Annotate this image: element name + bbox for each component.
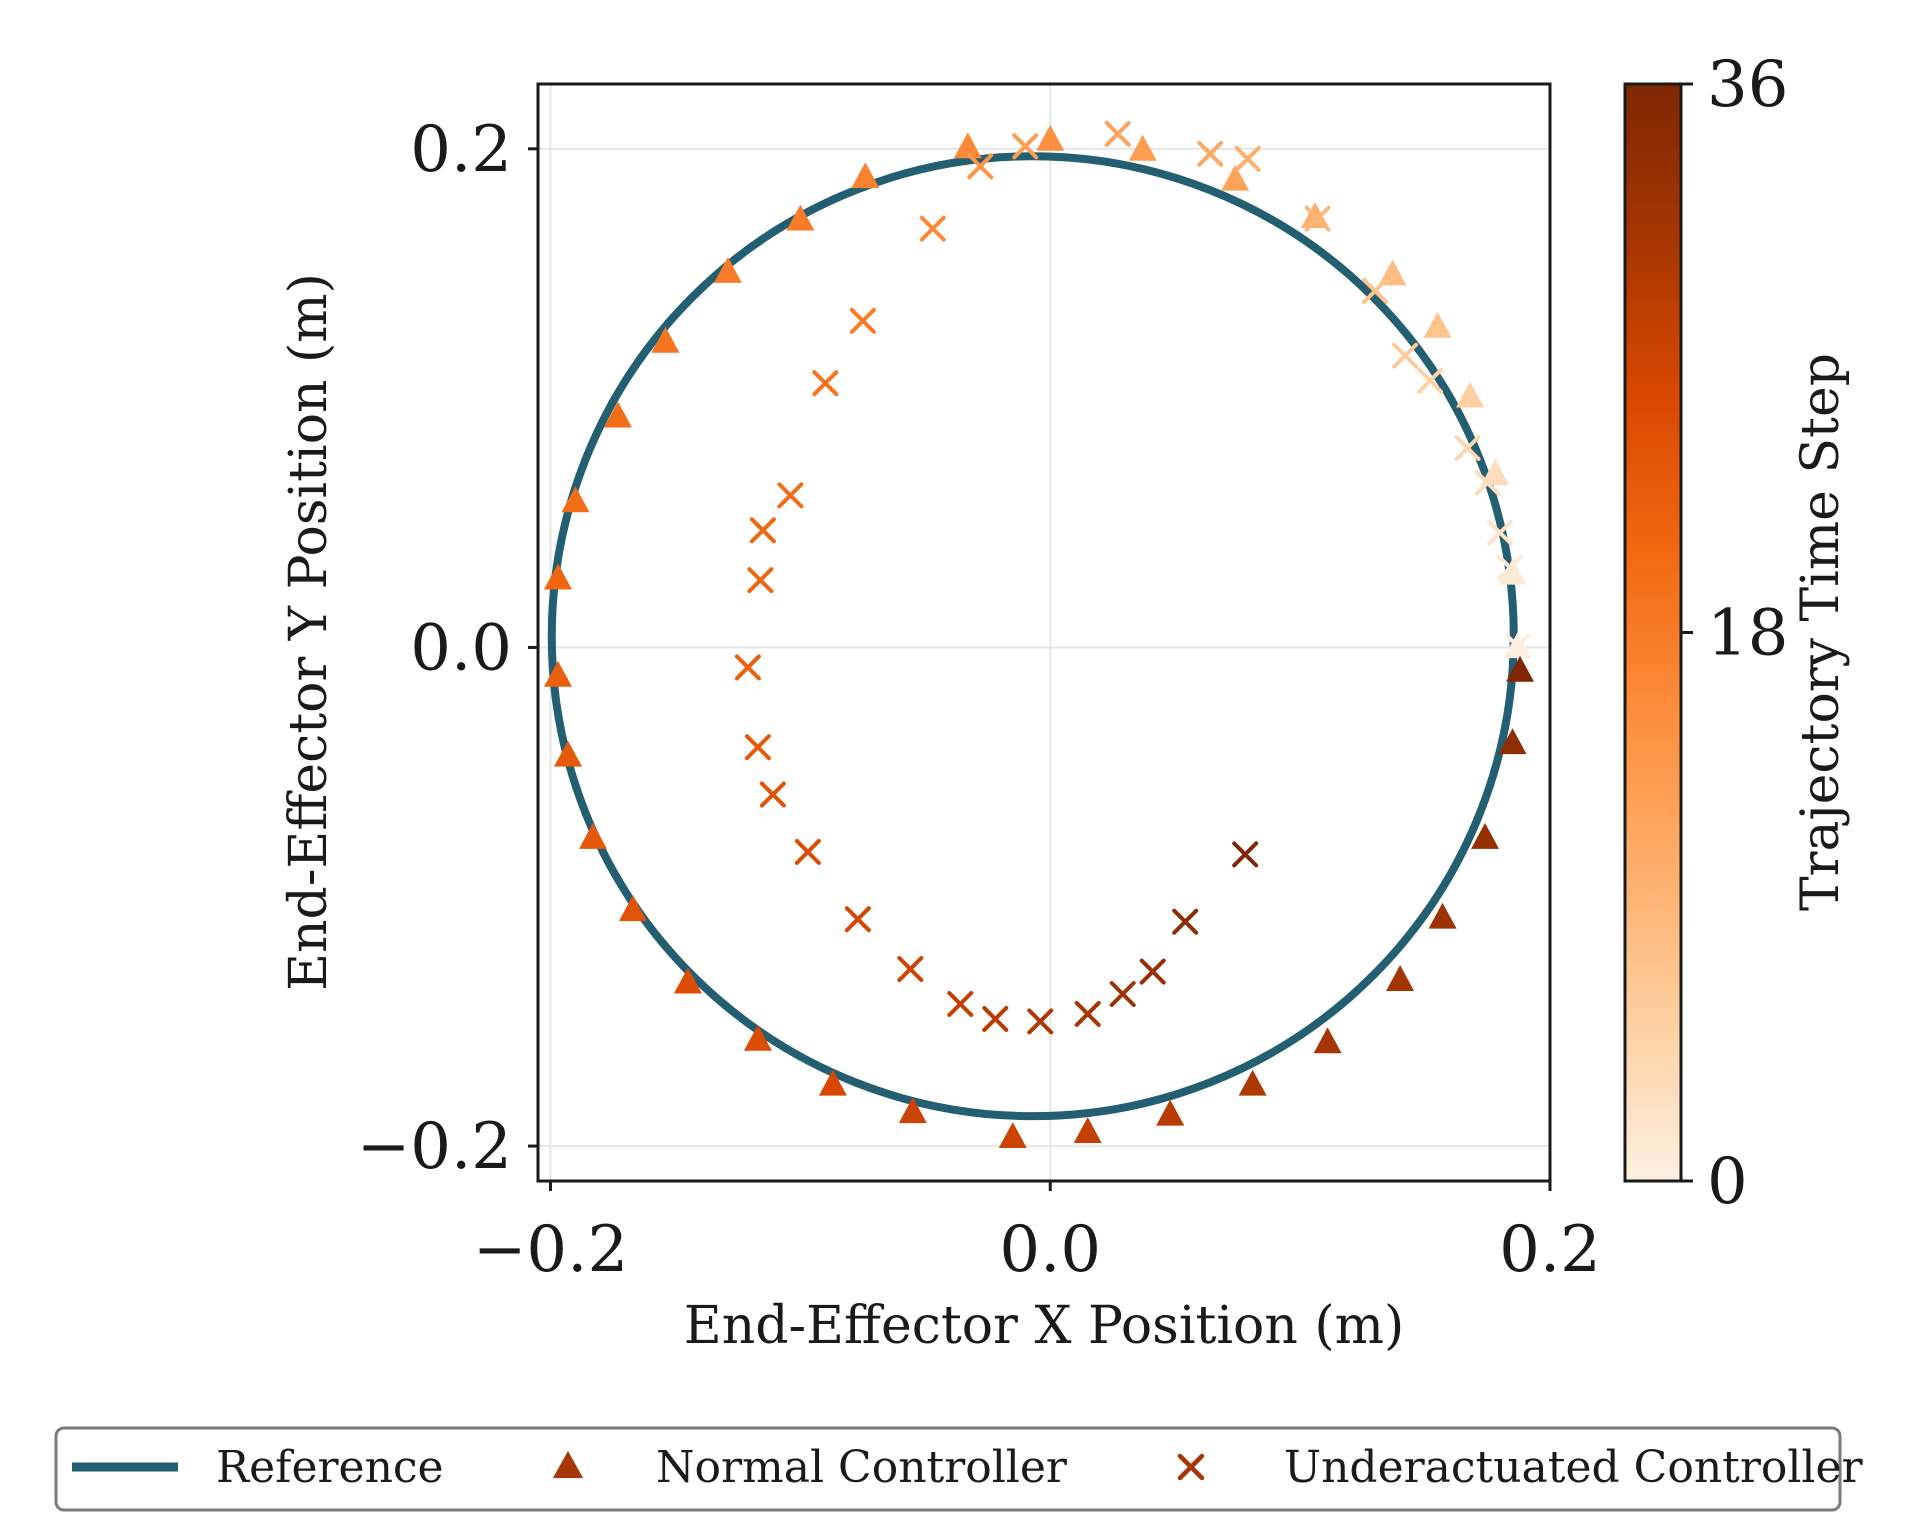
- normal-controller-point-35: [1506, 655, 1535, 682]
- colorbar-gradient: [1625, 84, 1681, 1181]
- underactuated-controller-point-3: [1474, 469, 1501, 496]
- plot-background: [538, 84, 1550, 1181]
- underactuated-controller-series: [734, 120, 1531, 1035]
- legend-label-underactuated-controller: Underactuated Controller: [1284, 1442, 1864, 1493]
- normal-controller-point-13: [713, 256, 742, 283]
- normal-controller-point-24: [818, 1069, 847, 1096]
- underactuated-controller-point-24: [844, 906, 871, 933]
- underactuated-controller-point-33: [1232, 841, 1259, 868]
- normal-controller-point-3: [1456, 381, 1485, 408]
- underactuated-controller-point-30: [1109, 981, 1136, 1008]
- normal-controller-point-11: [851, 162, 880, 189]
- plot-frame: [536, 82, 1552, 1183]
- underactuated-controller-point-7: [1362, 277, 1389, 304]
- underactuated-controller-point-20: [734, 654, 761, 681]
- underactuated-controller-point-26: [947, 990, 974, 1017]
- y-tick-label-1: 0.0: [410, 611, 512, 685]
- underactuated-controller-point-27: [982, 1005, 1009, 1032]
- normal-controller-point-9: [1036, 124, 1065, 151]
- underactuated-controller-point-28: [1027, 1008, 1054, 1035]
- underactuated-controller-point-9: [1234, 145, 1261, 172]
- normal-controller-point-20: [578, 822, 607, 849]
- colorbar: 0 18 36 Trajectory Time Step: [1623, 48, 1851, 1219]
- normal-controller-point-7: [1221, 164, 1250, 191]
- normal-controller-point-12: [786, 204, 815, 231]
- y-tick-label-2: −0.2: [357, 1110, 512, 1184]
- normal-controller-point-2: [1481, 458, 1510, 485]
- x-tick-label-1: 0.0: [999, 1213, 1101, 1287]
- normal-controller-point-4: [1423, 311, 1452, 338]
- underactuated-controller-point-8: [1304, 205, 1331, 232]
- underactuated-controller-point-1: [1497, 554, 1524, 581]
- underactuated-controller-point-13: [967, 153, 994, 180]
- normal-controller-point-29: [1238, 1069, 1267, 1096]
- x-axis-label: End-Effector X Position (m): [684, 1296, 1404, 1356]
- normal-controller-point-26: [998, 1122, 1027, 1149]
- underactuated-controller-point-18: [749, 517, 776, 544]
- legend: Reference Normal Controller Underactuate…: [54, 1426, 1864, 1512]
- normal-controller-point-33: [1471, 822, 1500, 849]
- underactuated-controller-point-15: [849, 307, 876, 334]
- normal-controller-point-32: [1428, 902, 1457, 929]
- legend-frame: [54, 1426, 1842, 1512]
- normal-controller-point-17: [543, 563, 572, 590]
- normal-controller-point-18: [543, 660, 572, 687]
- normal-controller-point-34: [1498, 728, 1527, 755]
- underactuated-controller-point-17: [777, 482, 804, 509]
- y-tick-label-0: 0.2: [410, 113, 512, 187]
- y-axis-label: End-Effector Y Position (m): [279, 273, 339, 991]
- normal-controller-point-19: [553, 740, 582, 767]
- colorbar-ticks: 0 18 36: [1681, 48, 1788, 1219]
- colorbar-tick-label-1: 18: [1707, 597, 1788, 671]
- legend-x-icon: [1177, 1453, 1205, 1481]
- underactuated-controller-point-10: [1197, 140, 1224, 167]
- normal-controller-point-22: [673, 967, 702, 994]
- underactuated-controller-point-5: [1417, 367, 1444, 394]
- normal-controller-point-23: [743, 1024, 772, 1051]
- normal-controller-point-10: [953, 132, 982, 159]
- underactuated-controller-point-25: [897, 956, 924, 983]
- underactuated-controller-point-22: [759, 781, 786, 808]
- x-axis-ticks: −0.2 0.0 0.2: [473, 1181, 1601, 1287]
- colorbar-tick-label-2: 36: [1707, 48, 1788, 122]
- underactuated-controller-point-6: [1392, 342, 1419, 369]
- underactuated-controller-point-19: [747, 567, 774, 594]
- legend-triangle-icon: [553, 1451, 583, 1478]
- colorbar-label: Trajectory Time Step: [1791, 353, 1851, 911]
- x-tick-label-0: −0.2: [473, 1213, 628, 1287]
- underactuated-controller-point-29: [1074, 1000, 1101, 1027]
- underactuated-controller-point-14: [919, 215, 946, 242]
- normal-controller-point-30: [1313, 1027, 1342, 1054]
- normal-controller-point-14: [651, 326, 680, 353]
- normal-controller-point-27: [1073, 1117, 1102, 1144]
- underactuated-controller-point-32: [1172, 908, 1199, 935]
- underactuated-controller-point-31: [1139, 958, 1166, 985]
- normal-controller-point-25: [898, 1097, 927, 1124]
- normal-controller-point-15: [603, 401, 632, 428]
- normal-controller-point-28: [1156, 1099, 1185, 1126]
- underactuated-controller-point-0: [1504, 633, 1531, 660]
- y-axis-ticks: 0.2 0.0 −0.2: [357, 113, 538, 1184]
- normal-controller-point-8: [1128, 134, 1157, 161]
- underactuated-controller-point-2: [1487, 519, 1514, 546]
- underactuated-controller-point-23: [794, 838, 821, 865]
- normal-controller-point-21: [618, 895, 647, 922]
- x-tick-label-2: 0.2: [1499, 1213, 1601, 1287]
- legend-label-reference: Reference: [216, 1442, 444, 1493]
- underactuated-controller-point-4: [1454, 435, 1481, 462]
- underactuated-controller-point-21: [744, 734, 771, 761]
- underactuated-controller-point-12: [1012, 133, 1039, 160]
- legend-label-normal-controller: Normal Controller: [656, 1442, 1068, 1493]
- plot-area: [536, 82, 1552, 1183]
- underactuated-controller-point-16: [812, 370, 839, 397]
- normal-controller-point-16: [561, 486, 590, 513]
- underactuated-controller-point-11: [1104, 120, 1131, 147]
- normal-controller-point-31: [1386, 965, 1415, 991]
- colorbar-tick-label-0: 0: [1707, 1145, 1748, 1219]
